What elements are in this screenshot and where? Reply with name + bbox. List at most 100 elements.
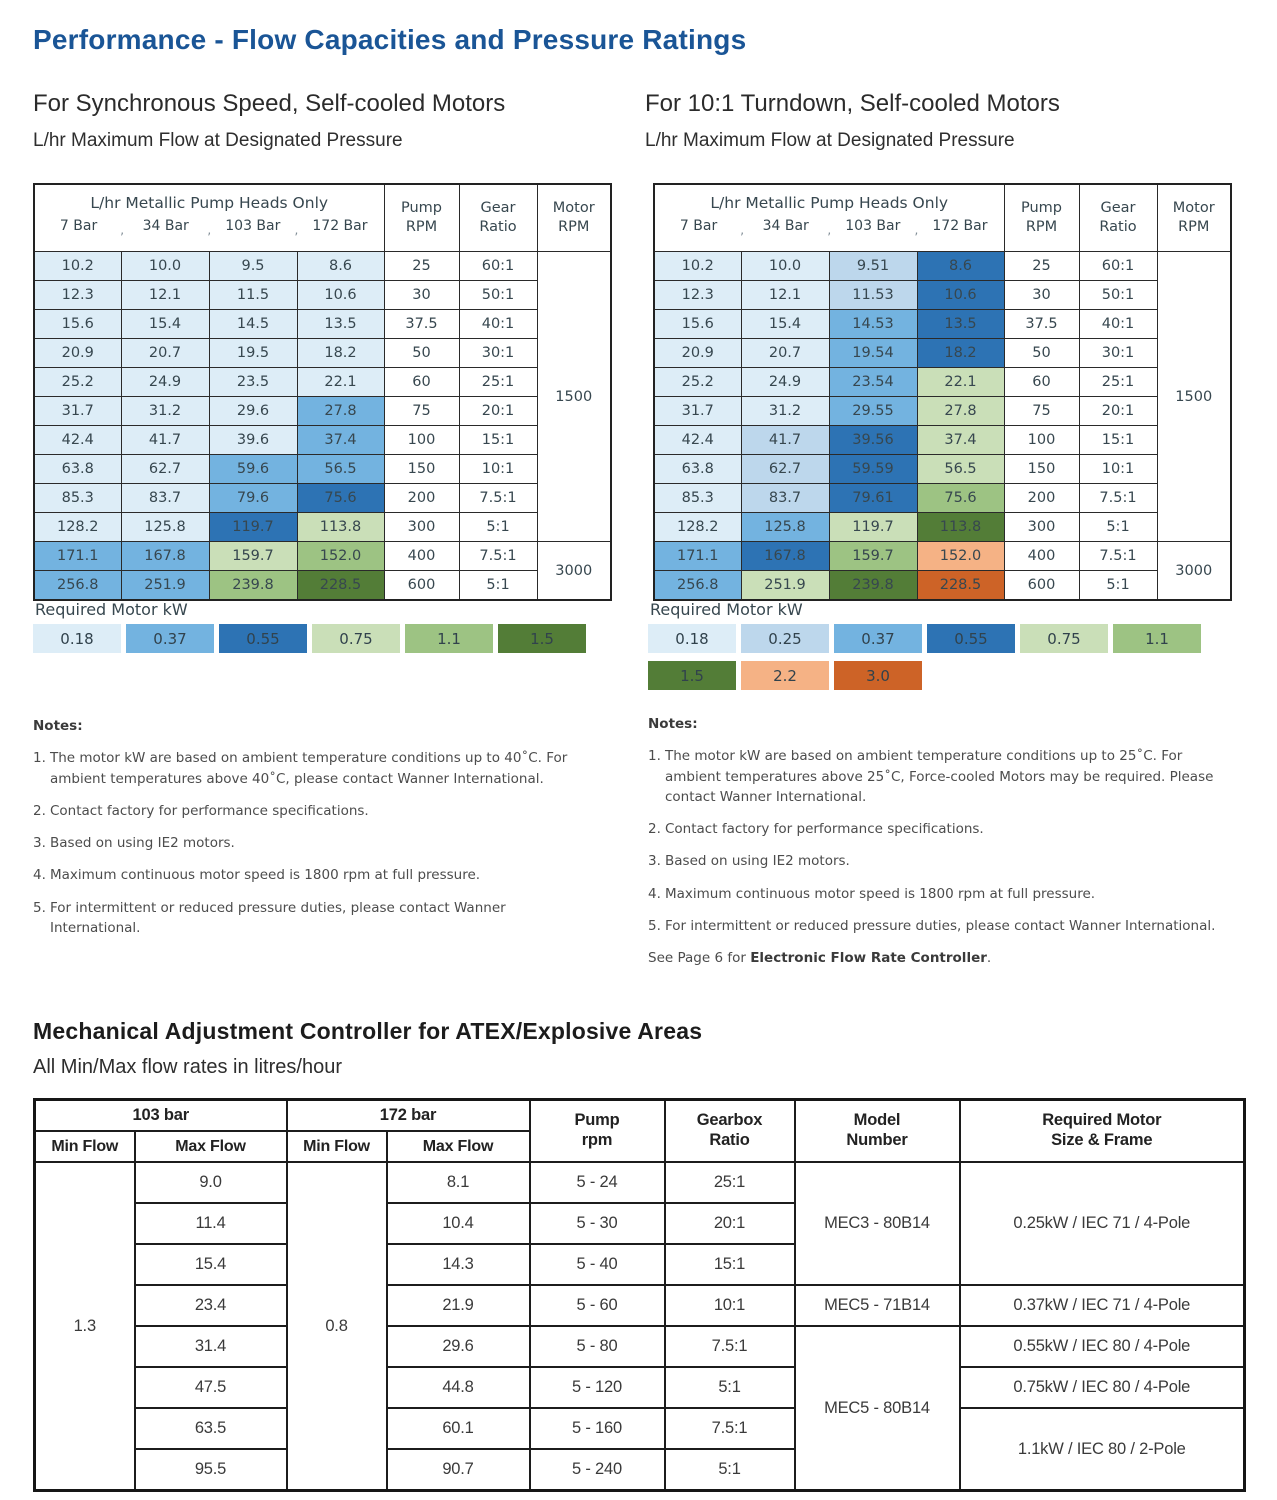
gear-ratio-cell: 5:1 [1078,512,1158,542]
mec-row: 23.4 21.9 5 - 60 10:1 MEC5 - 71B14 0.37kW / I… [35,1284,1246,1327]
bar-label: 172 Bar [932,218,988,234]
flow-cell: 85.3 [33,483,122,513]
header-motor-size: Required Motor Size & Frame [958,1098,1246,1163]
gear-ratio-cell: 60:1 [458,251,538,281]
gear-ratio-cell: 40:1 [1078,309,1158,339]
flow-cell: 63.8 [33,454,122,484]
flow-cell: 13.5 [916,309,1005,339]
notes-title: Notes: [33,718,83,734]
notes-title: Notes: [648,716,698,732]
flow-cell: 15.6 [653,309,742,339]
flow-cell: 113.8 [296,512,385,542]
header-max-flow: Max Flow [133,1130,288,1163]
flow-cell: 251.9 [740,570,830,601]
note-number: 3. [648,853,661,870]
sync-notes: Notes: 1. The motor kW are based on ambien… [33,716,598,950]
max-flow-103-cell: 23.4 [133,1284,288,1327]
header-min-flow: Min Flow [285,1130,388,1163]
flow-cell: 31.7 [653,396,742,426]
max-flow-103-cell: 11.4 [133,1202,288,1245]
flow-cell: 20.9 [33,338,122,368]
flow-cell: 25.2 [33,367,122,397]
bar-label: 34 Bar [122,218,212,237]
legend-swatch-kw-1.1: 1.1 [1113,624,1201,653]
flow-cell: 128.2 [653,512,742,542]
gear-ratio-cell: 25:1 [1078,367,1158,397]
flow-cell: 29.55 [828,396,918,426]
flow-cell: 13.5 [296,309,385,339]
flow-row: 256.8 251.9 239.8 228.5 600 5:1 [653,570,1231,601]
flow-cell: 228.5 [296,570,385,601]
pump-rpm-cell: 100 [1003,425,1080,455]
header-max-flow: Max Flow [385,1130,531,1163]
flow-cell: 10.2 [653,251,742,281]
min-flow-172-cell: 0.8 [285,1161,388,1492]
pump-rpm-cell: 200 [383,483,460,513]
gear-ratio-cell: 7.5:1 [458,483,538,513]
flow-cell: 12.1 [740,280,830,310]
gear-ratio-cell: 30:1 [1078,338,1158,368]
gearbox-ratio-cell: 5:1 [663,1366,796,1409]
gear-ratio-cell: 5:1 [458,512,538,542]
flow-cell: 125.8 [120,512,210,542]
header-pump-rpm: Pump rpm [528,1098,666,1163]
pump-rpm-cell: 300 [1003,512,1080,542]
flow-row: 12.3 12.1 11.53 10.6 30 50:1 [653,280,1231,310]
pump-rpm-cell: 5 - 160 [528,1407,666,1450]
flow-cell: 10.0 [120,251,210,281]
pump-rpm-cell: 50 [1003,338,1080,368]
pump-rpm-header: Pump RPM [1003,183,1080,252]
flow-row: 10.2 10.0 9.51 8.6 25 60:1 1500 [653,251,1232,542]
flow-cell: 23.54 [828,367,918,397]
flow-cell: 171.1 [33,541,122,571]
note-item: 5. For intermittent or reduced pressure d… [648,916,1233,936]
flow-cell: 12.3 [33,280,122,310]
note-text: For intermittent or reduced pressure dut… [50,899,506,936]
max-flow-103-cell: 31.4 [133,1325,288,1368]
max-flow-172-cell: 44.8 [385,1366,531,1409]
see-page-bold: Electronic Flow Rate Controller [750,950,987,966]
gear-ratio-cell: 40:1 [458,309,538,339]
pump-rpm-cell: 37.5 [383,309,460,339]
flow-row: 10.2 10.0 9.5 8.6 25 60:1 1500 [33,251,612,542]
sync-legend-title: Required Motor kW [35,600,188,619]
note-number: 5. [33,899,46,916]
flow-cell: 39.56 [828,425,918,455]
flow-cell: 41.7 [740,425,830,455]
note-item: 2. Contact factory for performance specif… [33,801,598,821]
flow-row: 128.2 125.8 119.7 113.8 300 5:1 [653,512,1231,542]
mec-row: 15.4 14.3 5 - 40 15:1 [35,1243,1245,1286]
pump-rpm-cell: 5 - 240 [528,1448,666,1492]
bar-label: 103 Bar [829,218,918,237]
bar-label: 172 Bar [312,218,368,234]
flow-cell: 239.8 [208,570,298,601]
gear-ratio-cell: 50:1 [1078,280,1158,310]
gear-ratio-cell: 25:1 [458,367,538,397]
note-item: 4. Maximum continuous motor speed is 1800… [648,884,1233,904]
min-flow-103-cell: 1.3 [33,1161,136,1492]
pump-rpm-cell: 200 [1003,483,1080,513]
legend-swatch-kw-1.5: 1.5 [648,661,736,690]
flow-cell: 9.51 [828,251,918,281]
flow-cell: 8.6 [296,251,385,281]
flow-cell: 24.9 [120,367,210,397]
flow-cell: 27.8 [916,396,1005,426]
note-item: 1. The motor kW are based on ambient temp… [648,746,1233,807]
flow-cell: 251.9 [120,570,210,601]
flow-cell: 63.8 [653,454,742,484]
legend-swatch-kw-0.25: 0.25 [741,624,829,653]
flow-cell: 62.7 [740,454,830,484]
pump-rpm-cell: 300 [383,512,460,542]
flow-cell: 11.53 [828,280,918,310]
flow-group-title: L/hr Metallic Pump Heads Only [710,194,949,212]
gearbox-ratio-cell: 10:1 [663,1284,796,1327]
turndown-legend-title: Required Motor kW [650,600,803,619]
gearbox-ratio-cell: 25:1 [663,1161,796,1204]
flow-cell: 9.5 [208,251,298,281]
mec-row: 95.5 90.7 5 - 240 5:1 [35,1448,1245,1492]
motor-rpm-cell: 3000 [1156,541,1232,601]
flow-cell: 20.7 [120,338,210,368]
gear-ratio-cell: 5:1 [458,570,538,601]
turndown-flow-table: L/hr Metallic Pump Heads Only 7 Bar34 Bar… [653,183,1232,601]
flow-cell: 41.7 [120,425,210,455]
